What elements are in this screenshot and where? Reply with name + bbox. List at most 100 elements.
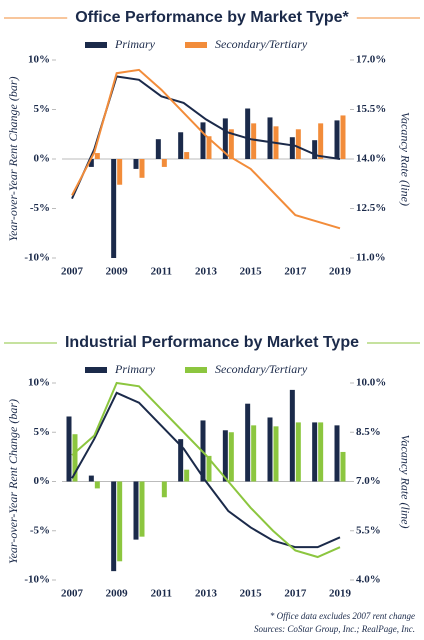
bar (117, 159, 123, 185)
legend-swatch (85, 42, 107, 48)
y-tick-label: -5% (30, 202, 50, 214)
y2-tick-label: 12.5% (356, 202, 386, 214)
bar (295, 422, 301, 482)
bar (94, 481, 100, 489)
x-tick-label: 2009 (106, 588, 129, 600)
y2-tick-label: 10.0% (356, 377, 386, 389)
x-tick-label: 2017 (284, 588, 307, 600)
x-tick-label: 2019 (329, 588, 352, 600)
bar (273, 426, 279, 482)
y-axis-title: Year-over-Year Rent Change (bar) (6, 77, 20, 242)
bar (161, 481, 167, 498)
y2-tick-label: 11.0% (356, 252, 386, 264)
y2-tick-label: 14.0% (356, 153, 386, 165)
y-tick-label: 10% (28, 54, 50, 66)
y-tick-label: -10% (24, 252, 50, 264)
bar (340, 451, 346, 482)
bar (72, 434, 78, 482)
bar (267, 417, 273, 482)
bar (340, 115, 346, 159)
y-tick-label: -5% (30, 524, 50, 536)
bar (334, 120, 340, 159)
vacancy-line (71, 381, 341, 559)
x-tick-label: 2019 (329, 266, 352, 278)
bar (206, 455, 212, 482)
y-tick-label: 0% (34, 153, 51, 165)
legend-label: Secondary/Tertiary (215, 37, 308, 51)
y-tick-label: 5% (34, 426, 51, 438)
bar (178, 132, 184, 159)
bar (228, 129, 234, 159)
bar (228, 432, 234, 482)
y2-tick-label: 5.5% (356, 524, 381, 536)
x-tick-label: 2013 (195, 588, 218, 600)
y2-axis-title: Vacancy Rate (line) (398, 435, 412, 529)
y-tick-label: -10% (24, 574, 50, 586)
bar (133, 481, 139, 540)
bar (318, 422, 324, 482)
bar (155, 139, 161, 159)
bar (178, 439, 184, 482)
x-tick-label: 2011 (151, 588, 172, 600)
bar (88, 159, 94, 167)
bar (88, 475, 94, 482)
bar (295, 129, 301, 159)
y2-tick-label: 4.0% (356, 574, 381, 586)
legend-label: Primary (114, 362, 156, 376)
bar (200, 122, 206, 159)
x-tick-label: 2017 (284, 266, 307, 278)
bar (251, 425, 257, 482)
bar (222, 118, 228, 159)
y2-tick-label: 17.0% (356, 54, 386, 66)
x-tick-label: 2007 (61, 266, 84, 278)
bar (289, 389, 295, 482)
y2-tick-label: 8.5% (356, 426, 381, 438)
bar (66, 416, 72, 482)
y2-tick-label: 7.0% (356, 475, 381, 487)
y-tick-label: 10% (28, 377, 50, 389)
bar (334, 425, 340, 482)
footnote: * Office data excludes 2007 rent change (270, 611, 415, 621)
y-tick-label: 5% (34, 103, 51, 115)
x-tick-label: 2011 (151, 266, 172, 278)
y2-axis-title: Vacancy Rate (line) (398, 112, 412, 206)
bar (312, 140, 318, 159)
bar (245, 108, 251, 159)
bar (139, 481, 145, 537)
x-tick-label: 2009 (106, 266, 129, 278)
bar (184, 152, 190, 159)
x-tick-label: 2015 (240, 266, 263, 278)
bar (312, 422, 318, 482)
bar (289, 137, 295, 159)
bar (245, 403, 251, 482)
bar (117, 481, 123, 562)
chart-title: Office Performance by Market Type* (75, 9, 349, 26)
y-axis-title: Year-over-Year Rent Change (bar) (6, 399, 20, 564)
bar (184, 469, 190, 482)
legend-swatch (185, 367, 207, 373)
bar (251, 123, 257, 159)
legend-swatch (185, 42, 207, 48)
bar (318, 123, 324, 159)
vacancy-line (71, 391, 341, 549)
bar (161, 159, 167, 167)
y2-tick-label: 15.5% (356, 103, 386, 115)
x-tick-label: 2015 (240, 588, 263, 600)
chart-title: Industrial Performance by Market Type (65, 334, 359, 351)
x-tick-label: 2013 (195, 266, 218, 278)
legend-label: Primary (114, 37, 156, 51)
y-tick-label: 0% (34, 475, 51, 487)
x-tick-label: 2007 (61, 588, 84, 600)
legend-swatch (85, 367, 107, 373)
source-note: Sources: CoStar Group, Inc.; RealPage, I… (254, 624, 415, 634)
bar (267, 117, 273, 159)
bar (222, 430, 228, 482)
vacancy-line (71, 68, 341, 230)
bar (206, 136, 212, 159)
legend-label: Secondary/Tertiary (215, 362, 308, 376)
bar (111, 159, 117, 258)
bar (139, 159, 145, 178)
bar (133, 159, 139, 169)
bar (94, 153, 100, 159)
